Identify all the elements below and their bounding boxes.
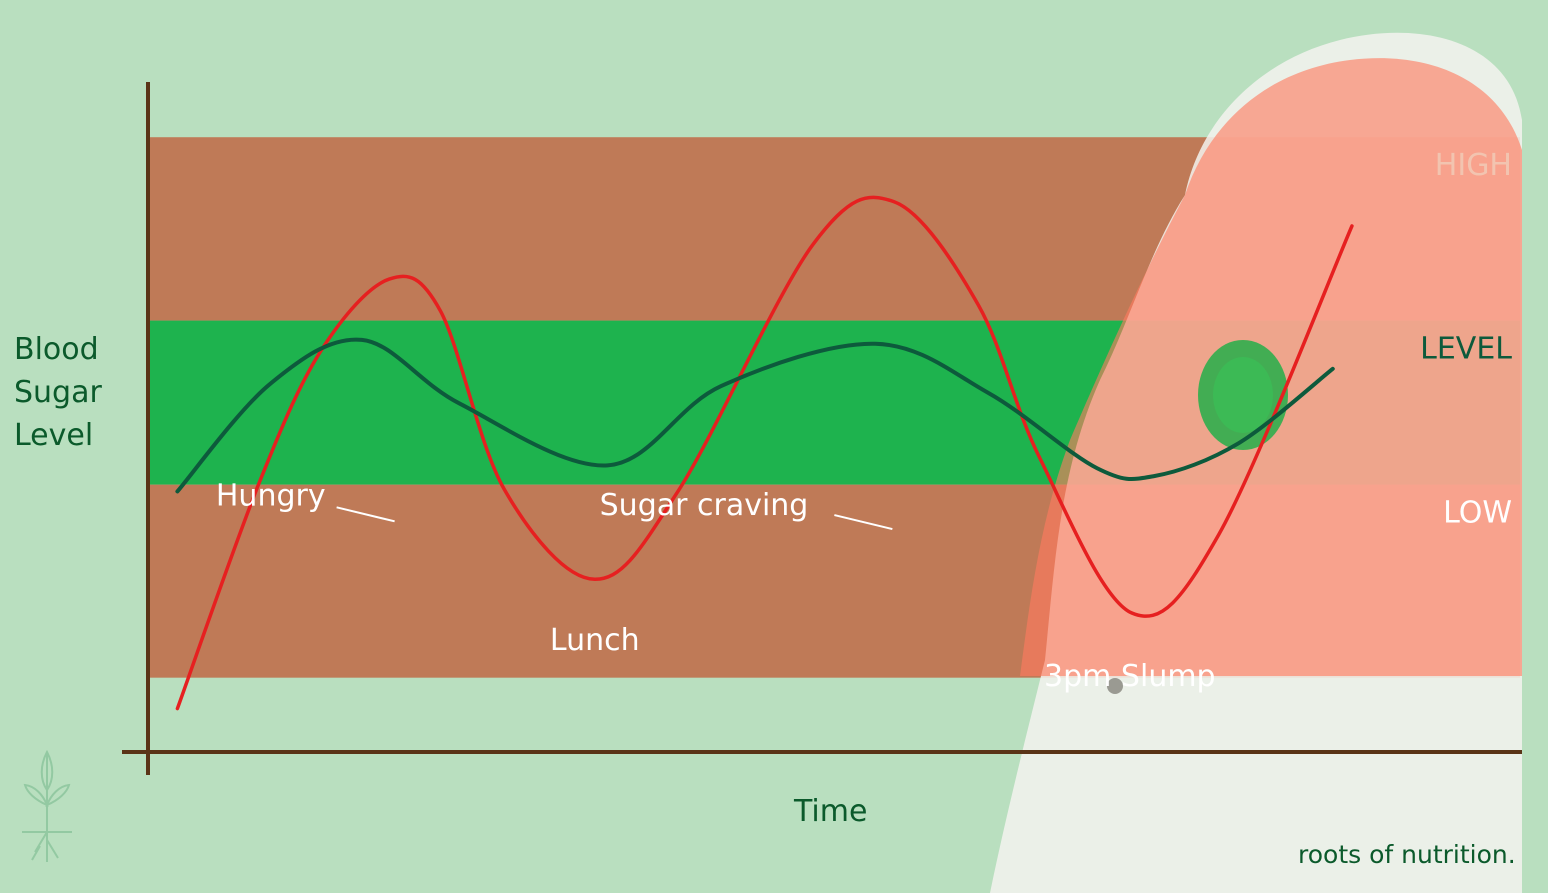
annotation-sugar-craving: Sugar craving [600, 488, 809, 523]
y-axis-label: Blood Sugar Level [14, 328, 102, 457]
annotation-leader-sugar-craving [834, 514, 893, 531]
annotation-lunch: Lunch [550, 623, 640, 658]
sprout-logo-icon [22, 749, 72, 862]
y-label-line-3: Level [14, 418, 94, 453]
annotation-3pm-slump: 3pm Slump [1044, 659, 1216, 694]
y-label-line-2: Sugar [14, 375, 102, 410]
zone-label-high: HIGH [1435, 148, 1512, 183]
x-axis-label: Time [794, 794, 868, 829]
spiking-blood-sugar-line [175, 195, 1354, 711]
zone-label-low: LOW [1443, 496, 1512, 531]
stable-blood-sugar-line [175, 337, 1335, 494]
annotation-leader-hungry [336, 506, 395, 523]
annotation-hungry: Hungry [216, 478, 326, 513]
brand-watermark: roots of nutrition. [1298, 840, 1516, 869]
y-label-line-1: Blood [14, 332, 99, 367]
person-photo-overlay [990, 32, 1522, 893]
zone-label-level: LEVEL [1420, 332, 1512, 367]
